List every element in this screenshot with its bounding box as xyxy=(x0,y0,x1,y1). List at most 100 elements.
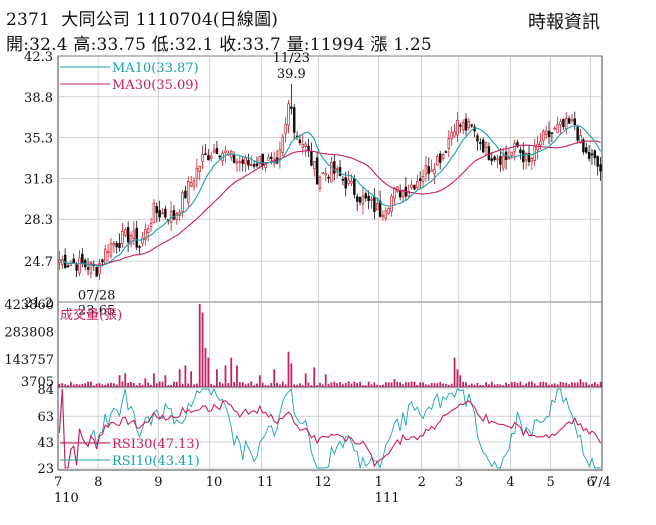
volume-bar xyxy=(382,384,384,387)
candle-body xyxy=(350,180,353,184)
candle-body xyxy=(570,118,574,122)
volume-bar xyxy=(542,381,545,387)
volume-bar xyxy=(376,384,379,387)
candle-body xyxy=(106,251,110,253)
volume-bar xyxy=(121,381,124,387)
volume-bar xyxy=(296,384,298,387)
volume-bar xyxy=(207,357,210,387)
volume-bar xyxy=(407,382,410,387)
volume-bar xyxy=(92,385,95,387)
ma10-line xyxy=(59,125,602,267)
price-tick-label: 31.8 xyxy=(24,172,53,187)
candle-body xyxy=(89,262,93,274)
volume-bar xyxy=(445,383,447,387)
volume-bar xyxy=(422,382,424,387)
volume-bar xyxy=(230,357,233,387)
volume-bar xyxy=(502,385,505,387)
volume-bar xyxy=(379,385,381,387)
volume-bar xyxy=(64,384,67,387)
candle-body xyxy=(444,151,448,153)
candle-body xyxy=(378,200,382,217)
candle-body xyxy=(327,176,330,179)
candle-body xyxy=(175,213,179,221)
candle-body xyxy=(536,143,539,151)
chart-kind: (日線圖) xyxy=(212,10,279,30)
candle-body xyxy=(447,138,451,149)
candle-body xyxy=(146,228,150,234)
rsi-tick-label: 63 xyxy=(37,410,54,425)
candle-body xyxy=(484,142,488,148)
volume-bar xyxy=(341,384,344,387)
price-tick-label: 42.3 xyxy=(24,50,53,65)
candle-body xyxy=(559,121,562,126)
x-year-label: 110 xyxy=(54,491,79,506)
volume-bar xyxy=(95,383,98,387)
candle-body xyxy=(441,153,445,159)
volume-bar xyxy=(396,381,399,387)
candle-body xyxy=(218,155,222,158)
volume-bar xyxy=(362,385,364,387)
volume-bar xyxy=(241,382,244,387)
volume-bar xyxy=(439,381,442,387)
volume-bar xyxy=(499,384,502,387)
candle-body xyxy=(81,253,84,264)
candle-body xyxy=(155,206,159,214)
volume-bar xyxy=(107,383,109,387)
candle-body xyxy=(476,135,479,142)
data-source: 時報資訊 xyxy=(528,12,600,33)
volume-bar xyxy=(87,381,89,387)
candle-body xyxy=(585,147,588,153)
candle-body xyxy=(424,165,428,175)
candle-body xyxy=(250,164,253,166)
candle-body xyxy=(590,153,594,156)
volume-bar xyxy=(433,383,436,387)
candle-body xyxy=(510,151,514,156)
volume-bar xyxy=(78,384,81,387)
volume-bar xyxy=(370,384,373,387)
volume-bar xyxy=(513,382,516,387)
candle-body xyxy=(413,184,416,190)
volume-bar xyxy=(582,382,585,387)
volume-bar xyxy=(427,384,430,387)
volume-bar xyxy=(281,381,284,387)
candle-body xyxy=(149,223,153,227)
volume-bar xyxy=(568,384,570,387)
candle-body xyxy=(261,153,264,166)
volume-bar xyxy=(519,381,522,387)
volume-bar xyxy=(236,365,238,387)
candle-body xyxy=(333,161,336,174)
volume-bar xyxy=(530,381,533,387)
volume-bar xyxy=(258,375,261,387)
volume-bar xyxy=(90,381,92,387)
volume-bar xyxy=(556,384,559,387)
candle-body xyxy=(307,145,310,151)
volume-bar xyxy=(310,385,313,387)
candle-body xyxy=(527,153,531,163)
candle-body xyxy=(427,166,431,174)
candle-body xyxy=(438,153,442,163)
chart-date: 1110704 xyxy=(135,10,213,30)
volume-bar xyxy=(585,382,588,387)
volume-tick-label: 283808 xyxy=(4,325,54,340)
volume-bar xyxy=(167,385,170,387)
volume-bar xyxy=(559,381,562,387)
volume-bar xyxy=(72,384,75,387)
candle-body xyxy=(450,131,453,140)
candle-body xyxy=(144,228,147,241)
volume-bar xyxy=(510,382,513,387)
candle-body xyxy=(98,263,101,275)
candle-body xyxy=(118,242,121,248)
chart-title: 2371 大同公司 1110704(日線圖) xyxy=(6,5,278,30)
volume-bar xyxy=(425,384,427,387)
volume-bar xyxy=(485,382,487,387)
candle-body xyxy=(453,131,456,137)
candle-body xyxy=(562,118,565,128)
volume-bar xyxy=(299,383,301,387)
candle-body xyxy=(436,156,439,166)
candle-body xyxy=(338,166,342,177)
volume-bar xyxy=(459,375,462,387)
candle-body xyxy=(587,152,591,159)
candle-body xyxy=(321,172,325,174)
volume-bar xyxy=(304,373,307,387)
candle-body xyxy=(212,149,216,153)
